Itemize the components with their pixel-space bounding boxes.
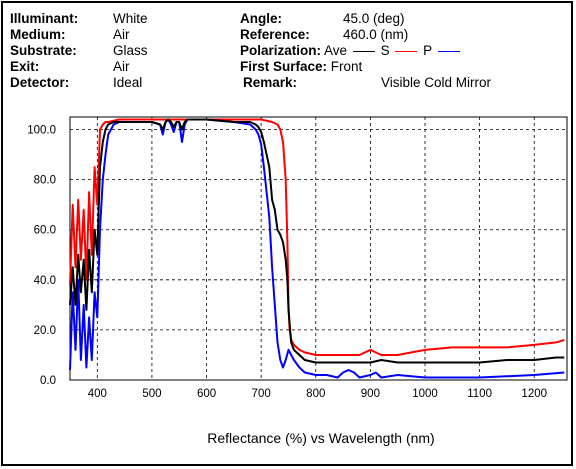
polarization-row: Polarization: Ave S P [240,43,462,59]
y-tick-label: 60.0 [34,225,56,237]
series-line-s [69,118,565,356]
detector-label: Detector: [10,75,70,90]
detector-row: Detector: [10,75,69,91]
remark-row: Remark: [243,75,297,91]
x-axis-title: Reflectance (%) vs Wavelength (nm) [207,430,434,446]
x-tick-label: 800 [306,388,325,400]
medium-label: Medium: [10,27,66,42]
exit-row: Exit: [10,59,39,75]
x-tick-label: 1100 [467,388,492,400]
medium-value: Air [113,27,130,42]
first-surface-value: Front [330,59,363,74]
series-line-p [69,118,565,379]
x-tick-labels: 400 500 600 700 800 900 1000 1100 1200 [88,388,547,400]
plot-area [69,116,568,381]
x-tick-label: 600 [197,388,216,400]
reference-value: 460.0 (nm) [343,27,409,42]
polarization-label: Polarization: [240,43,322,58]
y-tick-label: 40.0 [34,275,56,287]
grid-lines [70,117,567,380]
series-group [69,118,565,379]
exit-value: Air [113,59,130,74]
substrate-value: Glass [113,43,148,58]
reference-row: Reference: [240,27,310,43]
legend-s-text: S [380,43,390,58]
substrate-row: Substrate: [10,43,77,59]
remark-label: Remark: [243,75,298,90]
reference-label: Reference: [240,27,310,42]
x-tick-label: 1200 [521,388,547,400]
angle-label: Angle: [240,11,282,26]
substrate-label: Substrate: [10,43,77,58]
first-surface-label: First Surface: [240,59,328,74]
series-line-ave [69,118,565,364]
illuminant-row: Illuminant: [10,11,78,27]
medium-row: Medium: [10,27,66,43]
y-tick-label: 80.0 [34,175,56,187]
y-tick-label: 20.0 [34,325,56,337]
remark-value: Visible Cold Mirror [381,75,492,90]
legend-p-line [437,50,460,52]
x-tick-label: 500 [142,388,161,400]
x-tick-label: 900 [361,388,380,400]
detector-value: Ideal [113,75,143,90]
y-tick-label: 100.0 [27,125,56,137]
angle-value: 45.0 (deg) [343,11,405,26]
legend-s-line [395,50,418,52]
y-tick-labels: 0.0 20.0 40.0 60.0 80.0 100.0 [27,125,56,387]
exit-label: Exit: [10,59,40,74]
legend-ave-line [352,50,375,52]
illuminant-value: White [113,11,148,26]
x-tick-label: 400 [88,388,107,400]
legend-ave-text: Ave [324,43,348,58]
x-tick-label: 700 [252,388,271,400]
legend-p-text: P [423,43,432,58]
illuminant-label: Illuminant: [10,11,79,26]
angle-row: Angle: [240,11,282,27]
x-tick-label: 1000 [412,388,438,400]
first-surface-row: First Surface: Front [240,59,362,75]
y-tick-label: 0.0 [40,375,56,387]
